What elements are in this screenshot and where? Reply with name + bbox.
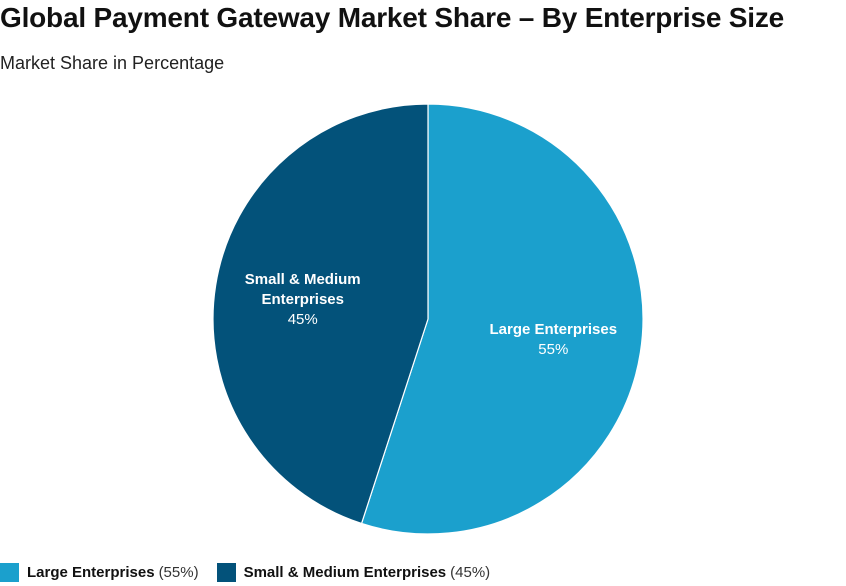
legend-item-small-medium-enterprises: Small & Medium Enterprises (45%) [216,563,491,582]
chart-title: Global Payment Gateway Market Share – By… [0,2,785,33]
legend-value: (45%) [450,564,491,581]
slice-label-name: Small & Medium [245,271,361,288]
pie-slice-small-medium-enterprises [212,103,429,525]
chart-legend: Large Enterprises (55%) Small & Medium E… [0,563,508,582]
slice-label-value: 55% [538,341,568,358]
legend-item-large-enterprises: Large Enterprises (55%) [0,563,199,582]
slice-data-label: Large Enterprises 55% [490,321,618,358]
slice-label-value: 45% [288,311,318,328]
slice-label-name: Large Enterprises [490,321,618,338]
legend-swatch [216,563,236,582]
legend-swatch [0,563,19,582]
legend-value: (55%) [158,564,199,581]
pie-slice-large-enterprises [360,103,644,535]
legend-label: Small & Medium Enterprises [243,564,447,581]
chart-subtitle: Market Share in Percentage [0,53,225,73]
slice-label-name: Enterprises [261,291,344,308]
legend-label: Large Enterprises [27,564,155,581]
slice-data-label: Small & Medium Enterprises 45% [245,271,361,328]
